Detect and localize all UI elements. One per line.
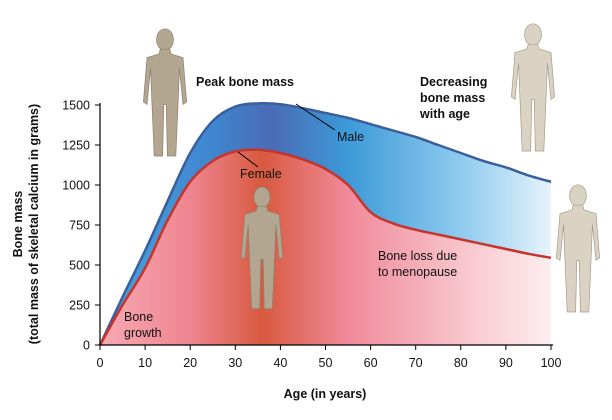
annotation-line: bone mass	[420, 91, 485, 105]
annotation-line: growth	[124, 326, 162, 340]
annotation-line: Decreasing	[420, 75, 487, 89]
annotation-line: to menopause	[378, 265, 457, 279]
x-tick-label: 30	[228, 356, 242, 370]
female-figure	[240, 186, 284, 310]
annotation: Peak bone mass	[196, 75, 294, 89]
x-tick-label: 60	[364, 356, 378, 370]
area-fill	[100, 149, 551, 345]
y-tick-label: 1500	[62, 99, 90, 113]
series-line	[98, 148, 552, 346]
area-fills	[100, 103, 551, 346]
leader-line	[237, 151, 259, 168]
y-axis-label: Bone mass	[11, 191, 25, 258]
male-figure	[142, 28, 188, 157]
x-axis-label: Age (in years)	[284, 387, 367, 401]
annotation-line: Bone loss due	[378, 249, 457, 263]
y-tick-label: 1000	[62, 179, 90, 193]
x-tick-label: 100	[541, 356, 562, 370]
x-tick-label: 40	[273, 356, 287, 370]
legend-label: Male	[337, 130, 364, 144]
annotation: Bone loss due to menopause	[378, 249, 457, 279]
y-axis-label: (total mass of skeletal calcium in grams…	[27, 104, 41, 344]
y-tick-label: 500	[69, 259, 90, 273]
annotation: Bone growth	[124, 310, 162, 340]
leader-line	[295, 103, 336, 131]
y-tick-label: 0	[83, 339, 90, 353]
axes: 0 250 500 750 1000 1250 1500 0 10 20 30 40 50 60 70 80 9…	[62, 99, 561, 371]
x-tick-label: 10	[138, 356, 152, 370]
female-figure	[555, 184, 601, 313]
x-tick-label: 0	[97, 356, 104, 370]
x-tick-label: 20	[183, 356, 197, 370]
series-line	[98, 101, 552, 346]
x-tick-label: 90	[499, 356, 513, 370]
x-tick-label: 70	[409, 356, 423, 370]
legend-label: Female	[240, 167, 282, 181]
lines	[98, 101, 552, 346]
x-tick-label: 50	[319, 356, 333, 370]
annotation: Decreasing bone mass with age	[419, 75, 487, 121]
annotation-line: Bone	[124, 310, 153, 324]
y-tick-label: 1250	[62, 139, 90, 153]
x-tick-label: 80	[454, 356, 468, 370]
male-figure	[510, 23, 556, 152]
y-tick-label: 250	[69, 299, 90, 313]
figures	[142, 23, 601, 313]
y-tick-label: 750	[69, 219, 90, 233]
annotation-line: with age	[419, 107, 470, 121]
